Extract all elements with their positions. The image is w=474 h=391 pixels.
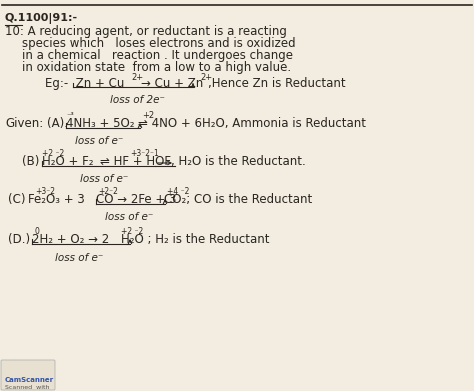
FancyBboxPatch shape	[1, 360, 55, 390]
Text: CO₂; CO is the Reductant: CO₂; CO is the Reductant	[164, 193, 312, 206]
Text: loss of e⁻: loss of e⁻	[105, 212, 154, 222]
Text: Given:: Given:	[5, 117, 43, 130]
Text: loss of e⁻: loss of e⁻	[80, 174, 128, 184]
Text: H₂O ; H₂ is the Reductant: H₂O ; H₂ is the Reductant	[121, 233, 270, 246]
Text: 2+: 2+	[131, 73, 143, 82]
Text: Eg:-  Zn + Cu: Eg:- Zn + Cu	[45, 77, 124, 90]
Text: loss of e⁻: loss of e⁻	[55, 253, 103, 263]
Text: ⇌ HF + HOF, H₂O is the Reductant.: ⇌ HF + HOF, H₂O is the Reductant.	[100, 155, 306, 168]
Text: ⁻³: ⁻³	[66, 111, 74, 120]
Text: ,Hence Zn is Reductant: ,Hence Zn is Reductant	[208, 77, 346, 90]
Text: in oxidation state  from a low to a high value.: in oxidation state from a low to a high …	[22, 61, 291, 74]
Text: +2: +2	[142, 111, 154, 120]
Text: +3⁻2: +3⁻2	[35, 187, 55, 196]
Text: +4 ⁻2: +4 ⁻2	[167, 187, 190, 196]
Text: CO → 2Fe + 3: CO → 2Fe + 3	[96, 193, 176, 206]
Text: loss of e⁻: loss of e⁻	[75, 136, 123, 146]
Text: loss of 2e⁻: loss of 2e⁻	[110, 95, 165, 105]
Text: (A).: (A).	[47, 117, 68, 130]
Text: species which   loses electrons and is oxidized: species which loses electrons and is oxi…	[22, 37, 296, 50]
Text: +3⁻2⁻1: +3⁻2⁻1	[130, 149, 159, 158]
Text: CamScanner: CamScanner	[5, 377, 54, 383]
Text: 0: 0	[35, 227, 40, 236]
Text: 2+: 2+	[200, 73, 212, 82]
Text: 2H₂ + O₂ → 2: 2H₂ + O₂ → 2	[32, 233, 109, 246]
Text: +2 ⁻2: +2 ⁻2	[42, 149, 64, 158]
Text: (D.): (D.)	[8, 233, 30, 246]
Text: Q.1100|91:-: Q.1100|91:-	[5, 13, 78, 24]
Text: 10: A reducing agent, or reductant is a reacting: 10: A reducing agent, or reductant is a …	[5, 25, 287, 38]
Text: Scanned  with: Scanned with	[5, 385, 49, 390]
Text: → Cu + Zn: → Cu + Zn	[141, 77, 203, 90]
Text: +2⁻2: +2⁻2	[98, 187, 118, 196]
Text: (C): (C)	[8, 193, 26, 206]
Text: Fe₂O₃ + 3: Fe₂O₃ + 3	[28, 193, 85, 206]
Text: H₂O + F₂: H₂O + F₂	[42, 155, 93, 168]
Text: (B): (B)	[22, 155, 39, 168]
Text: ⇌ 4NO + 6H₂O, Ammonia is Reductant: ⇌ 4NO + 6H₂O, Ammonia is Reductant	[138, 117, 366, 130]
Text: 4NH₃ + 5O₂: 4NH₃ + 5O₂	[66, 117, 135, 130]
Text: in a chemical   reaction . It undergoes change: in a chemical reaction . It undergoes ch…	[22, 49, 293, 62]
Text: +2 ⁻2: +2 ⁻2	[121, 227, 143, 236]
